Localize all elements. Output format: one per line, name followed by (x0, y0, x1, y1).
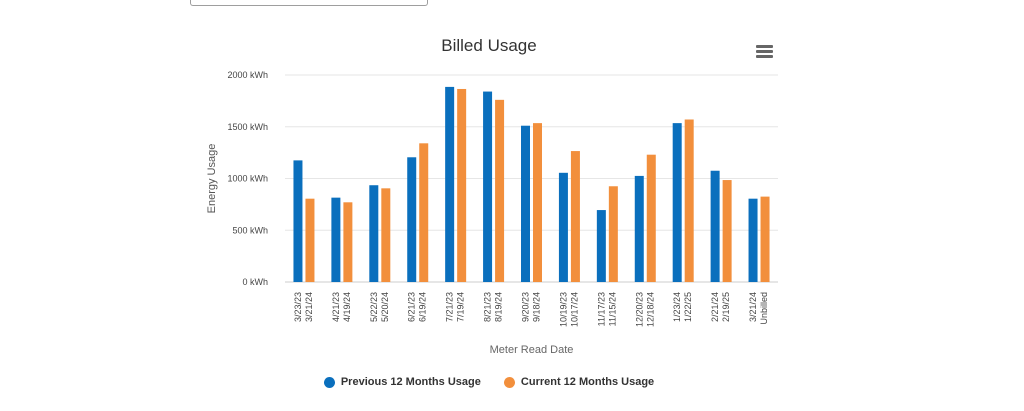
x-tick-label: 1/23/24 (672, 292, 682, 322)
x-tick-label: 7/21/23 (445, 292, 455, 322)
bar-current (495, 99, 505, 282)
x-tick-label: 8/21/23 (483, 292, 493, 322)
y-axis-title: Energy Usage (206, 144, 218, 214)
bar-previous (558, 172, 568, 282)
bar-current (533, 123, 542, 282)
bar-current (343, 202, 353, 282)
x-tick-label: 5/20/24 (380, 292, 390, 322)
bar-previous (596, 210, 606, 282)
y-tick-label: 1000 kWh (227, 174, 268, 184)
x-tick-label: 4/19/24 (342, 292, 352, 322)
bar-current (419, 143, 429, 282)
y-tick-label: 2000 kWh (227, 70, 268, 80)
bar-current (722, 180, 732, 282)
hamburger-menu-icon[interactable] (756, 45, 773, 59)
legend-dot-previous (323, 376, 335, 388)
x-tick-label: 2/21/24 (710, 292, 720, 322)
x-tick-label: 11/17/23 (596, 292, 606, 326)
y-tick-label: 0 kWh (242, 277, 268, 287)
bar-previous (634, 175, 644, 282)
x-tick-label: 9/18/24 (532, 292, 542, 322)
legend-item-previous[interactable]: Previous 12 Months Usage (323, 376, 481, 388)
x-tick-label: 9/20/23 (521, 292, 531, 322)
x-tick-label: 10/17/24 (569, 292, 579, 327)
x-tick-label: 3/21/24 (304, 292, 314, 322)
bar-previous (293, 160, 303, 282)
bar-previous (331, 197, 341, 282)
chart-title: Billed Usage (441, 36, 537, 55)
bar-previous (483, 91, 493, 282)
bar-current (457, 88, 467, 282)
bar-current (760, 196, 770, 282)
bar-current (608, 186, 618, 282)
legend-item-current[interactable]: Current 12 Months Usage (503, 376, 655, 388)
x-tick-label: 12/20/23 (634, 292, 644, 327)
bar-previous (748, 198, 758, 282)
x-tick-label: 6/19/24 (418, 292, 428, 322)
x-tick-label: 4/21/23 (331, 292, 341, 322)
y-tick-label: 500 kWh (232, 225, 268, 235)
x-tick-label: 5/22/23 (369, 292, 379, 322)
bar-previous (672, 123, 682, 282)
x-tick-label: 7/19/24 (456, 292, 466, 322)
bar-current (684, 119, 694, 282)
bar-previous (407, 157, 417, 282)
x-tick-label: 3/23/23 (293, 292, 303, 322)
x-tick-label: 12/18/24 (645, 292, 655, 327)
bar-previous (710, 170, 720, 282)
legend-label-current: Current 12 Months Usage (520, 376, 655, 388)
legend-dot-current (503, 376, 515, 388)
legend: Previous 12 Months Usage Current 12 Mont… (0, 376, 978, 391)
bar-previous (369, 185, 379, 282)
bar-current (570, 151, 580, 282)
x-tick-label: 1/22/25 (683, 292, 693, 322)
x-tick-label: 6/21/23 (407, 292, 417, 322)
x-tick-label: 10/19/23 (558, 292, 568, 327)
bar-current (305, 198, 315, 282)
bar-previous (445, 86, 455, 282)
x-tick-label: Unbilled (759, 292, 769, 325)
x-tick-label: 8/19/24 (494, 292, 504, 322)
x-axis-title: Meter Read Date (490, 344, 574, 356)
bar-current (646, 154, 656, 282)
legend-label-previous: Previous 12 Months Usage (340, 376, 481, 388)
top-input-box[interactable] (190, 0, 428, 6)
bar-previous (521, 125, 530, 282)
bar-current (381, 188, 391, 282)
x-tick-label: 11/15/24 (607, 292, 617, 326)
x-tick-label: 3/21/24 (748, 292, 758, 322)
y-tick-label: 1500 kWh (227, 122, 268, 132)
x-tick-label: 2/19/25 (721, 292, 731, 322)
